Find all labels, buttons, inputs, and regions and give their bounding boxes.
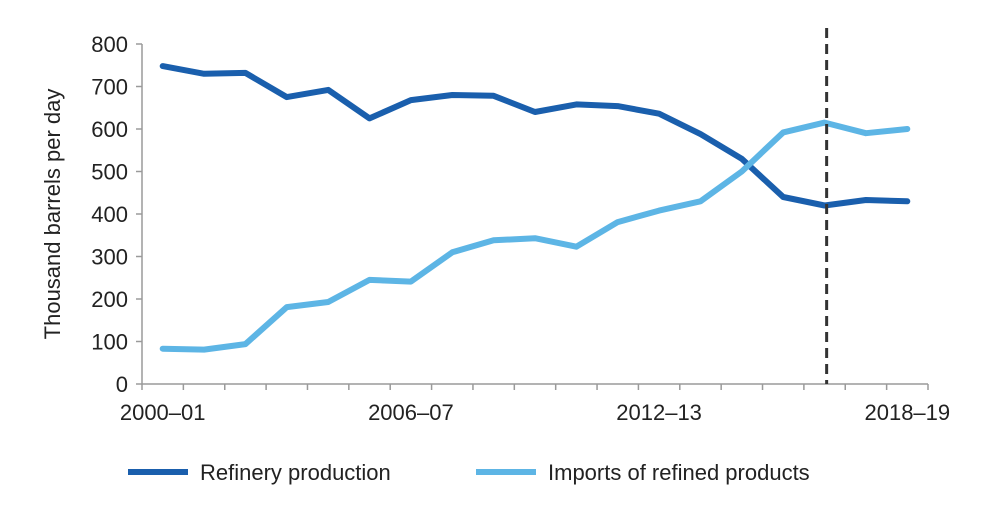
x-tick-label: 2000–01 xyxy=(120,400,206,425)
legend-label-imports: Imports of refined products xyxy=(548,460,810,485)
y-tick-label: 100 xyxy=(91,330,128,355)
y-axis-title: Thousand barrels per day xyxy=(40,89,65,340)
x-axis: 2000–01 2006–07 2012–13 2018–19 xyxy=(120,383,950,425)
y-axis: 0 100 200 300 400 500 600 700 800 xyxy=(91,32,143,397)
legend: Refinery production Imports of refined p… xyxy=(128,460,810,485)
x-tick-label: 2012–13 xyxy=(616,400,702,425)
x-tick-label: 2006–07 xyxy=(368,400,454,425)
series-line-refinery-production xyxy=(159,63,911,209)
y-tick-label: 800 xyxy=(91,32,128,57)
y-tick-label: 200 xyxy=(91,287,128,312)
y-tick-label: 600 xyxy=(91,117,128,142)
legend-label-refinery: Refinery production xyxy=(200,460,391,485)
y-tick-label: 400 xyxy=(91,202,128,227)
y-tick-label: 0 xyxy=(116,372,128,397)
x-tick-label: 2018–19 xyxy=(864,400,950,425)
y-tick-label: 500 xyxy=(91,160,128,185)
y-tick-label: 300 xyxy=(91,245,128,270)
series-line-imports-refined-products xyxy=(159,119,911,353)
series-layer xyxy=(159,63,911,353)
y-tick-label: 700 xyxy=(91,75,128,100)
